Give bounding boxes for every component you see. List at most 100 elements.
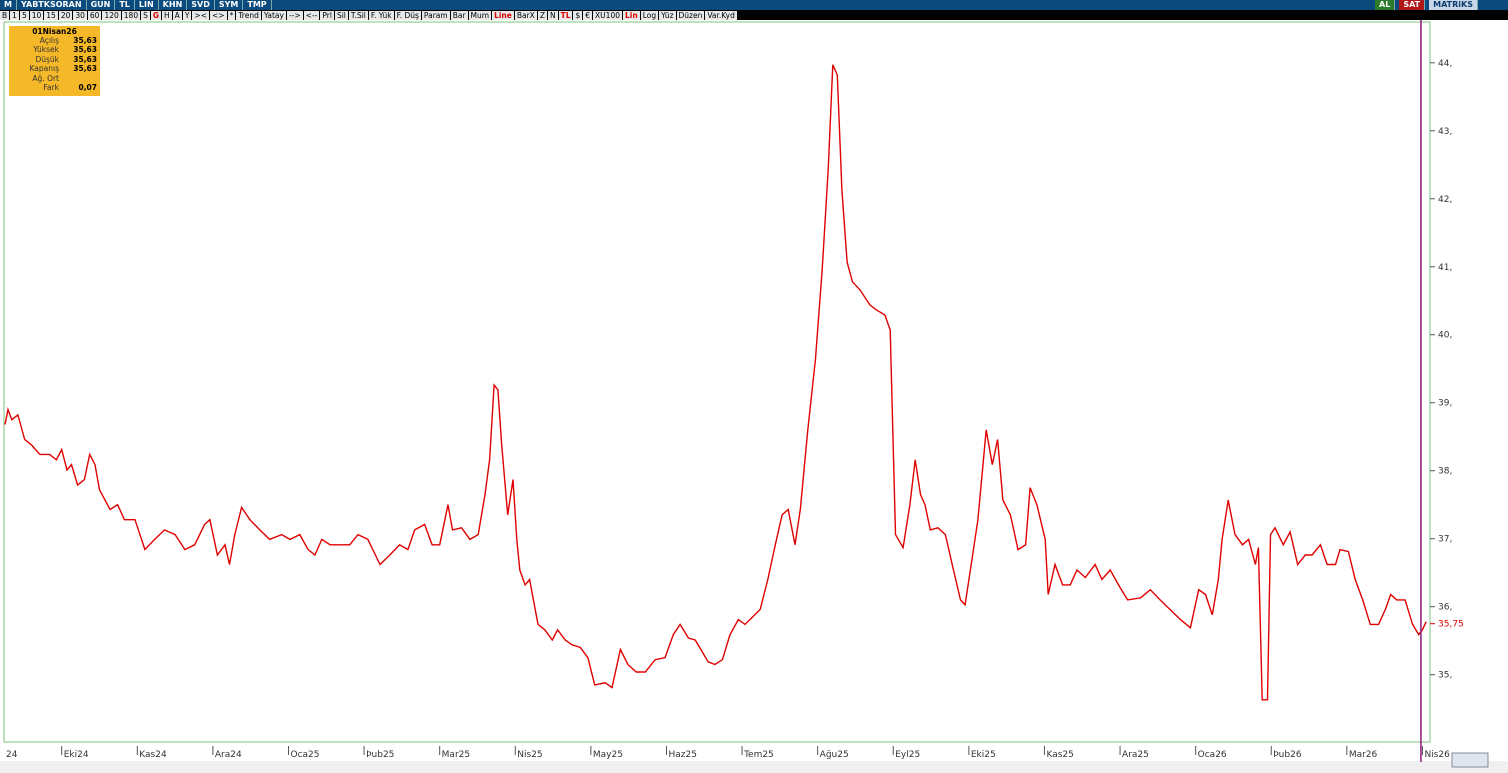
toolbar-button[interactable]: Var.Kyd [705,10,737,20]
toolbar-button[interactable]: Y [182,10,192,20]
toolbar-button[interactable]: TMP [243,0,272,10]
scroll-buttons[interactable] [1451,752,1489,768]
toolbar-button[interactable]: 15 [44,10,58,20]
toolbar-button[interactable]: € [583,10,593,20]
x-tick-label: Mar26 [1349,750,1378,760]
info-key: Fark [43,83,59,93]
toolbar-button[interactable]: T.Sil [348,10,368,20]
toolbar-button[interactable]: 120 [102,10,121,20]
info-row: Kapanış 35,63 [9,64,100,73]
y-tick-label: 39, [1438,399,1452,409]
toolbar-button[interactable]: A [172,10,182,20]
toolbar-button[interactable]: Sil [334,10,348,20]
toolbar-button[interactable]: SYM [215,0,244,10]
toolbar-button[interactable]: * [227,10,236,20]
x-tick-label: Nis25 [517,750,542,760]
toolbar-button[interactable]: Yüz [659,10,676,20]
x-tick-label: Þub25 [366,750,394,760]
info-key: Yüksek [33,45,59,55]
info-row: Açılış 35,63 [9,36,100,45]
info-value: 35,63 [73,64,97,74]
info-box: 01Nisan26 Açılış 35,63 Yüksek 35,63 Düşük 35,6… [9,26,100,96]
toolbar-button[interactable]: Log [640,10,659,20]
toolbar-button[interactable]: GUN [87,0,116,10]
info-key: Ağ. Ort [32,73,59,83]
toolbar-button[interactable]: N [547,10,558,20]
info-key: Düşük [35,54,59,64]
chart-bg [0,20,1508,773]
toolbar-button[interactable]: F. Yük [368,10,394,20]
toolbar-button[interactable]: TL [558,10,573,20]
y-tick-label: 35, [1438,671,1452,681]
toolbar-button[interactable]: Mum [468,10,492,20]
toolbar-button[interactable]: 30 [73,10,87,20]
info-key: Kapanış [29,64,59,74]
toolbar-button[interactable]: B [0,10,10,20]
x-tick-label: 24 [6,750,18,760]
toolbar-button[interactable]: BarX [514,10,537,20]
toolbar-button[interactable]: 180 [121,10,141,20]
toolbar-button[interactable]: KHN [159,0,188,10]
toolbar-button[interactable]: M [0,0,17,10]
toolbar-button[interactable]: 5 [19,10,29,20]
toolbar-button[interactable]: MATRiKS [1429,0,1478,10]
info-row: Düşük 35,63 [9,55,100,64]
toolbar-button[interactable]: H [162,10,172,20]
x-tick-label: Kas24 [139,750,167,760]
info-date: 01Nisan26 [32,27,77,36]
toolbar-button[interactable]: Lin [623,10,640,20]
plot-border [3,21,1431,743]
toolbar-button[interactable]: YABTKSORAN [17,0,87,10]
toolbar-button[interactable]: 20 [58,10,73,20]
toolbar-button[interactable]: 1 [10,10,19,20]
toolbar-button[interactable]: G [150,10,162,20]
x-tick-label: Nis26 [1424,750,1450,760]
x-tick-label: Oca25 [290,750,319,760]
toolbar-button[interactable]: Prl [320,10,334,20]
toolbar-button[interactable]: Trend [236,10,261,20]
y-tick-label: 43, [1438,127,1452,137]
scroll-bar[interactable] [0,761,1508,773]
info-row: Fark 0,07 [9,83,100,92]
x-tick-label: Oca26 [1198,750,1227,760]
y-tick-label: 36, [1438,603,1452,613]
toolbar-button[interactable]: TL [115,0,135,10]
toolbar-button[interactable]: S [141,10,150,20]
toolbar-button[interactable]: <-- [303,10,320,20]
y-tick-label: 40, [1438,331,1452,341]
info-value: 35,63 [73,54,97,64]
info-value [59,74,100,83]
toolbar-button[interactable]: Bar [450,10,468,20]
toolbar-button[interactable]: Param [421,10,450,20]
toolbar-button[interactable]: Düzen [676,10,705,20]
info-key: Açılış [39,36,59,45]
info-value: 35,63 [73,36,97,45]
y-tick-label: 42, [1438,195,1452,205]
toolbar-button[interactable]: SVD [187,0,215,10]
y-tick-label: 41, [1438,263,1452,273]
toolbar-button[interactable]: >< [192,10,209,20]
toolbar-button[interactable]: --> [286,10,303,20]
last-value-label: 35,75 [1438,620,1464,630]
y-tick-label: 44, [1438,59,1452,69]
toolbar-button[interactable]: F. Düş [394,10,421,20]
toolbar-button[interactable]: XU100 [593,10,622,20]
x-tick-label: Eki24 [64,750,89,760]
x-tick-label: Eyl25 [895,750,920,760]
toolbar-button[interactable]: Z [537,10,547,20]
toolbar-button[interactable]: Line [492,10,514,20]
toolbar-button[interactable]: Yatay [261,10,286,20]
toolbar-button[interactable]: $ [573,10,583,20]
toolbar-top: M YABTKSORAN GUN TL LIN KHN SVD SYM TMP AL SAT MATR… [0,0,1508,10]
toolbar-button[interactable]: SAT [1399,0,1426,10]
x-tick-label: May25 [593,750,623,760]
toolbar-button[interactable]: AL [1375,0,1396,10]
toolbar-button[interactable]: 10 [29,10,44,20]
info-value: 0,07 [78,83,97,93]
toolbar-button[interactable]: <> [209,10,227,20]
x-tick-label: Ara25 [1122,750,1149,760]
toolbar-button[interactable]: 60 [87,10,102,20]
toolbar-button[interactable]: LIN [135,0,159,10]
y-tick-label: 38, [1438,467,1452,477]
